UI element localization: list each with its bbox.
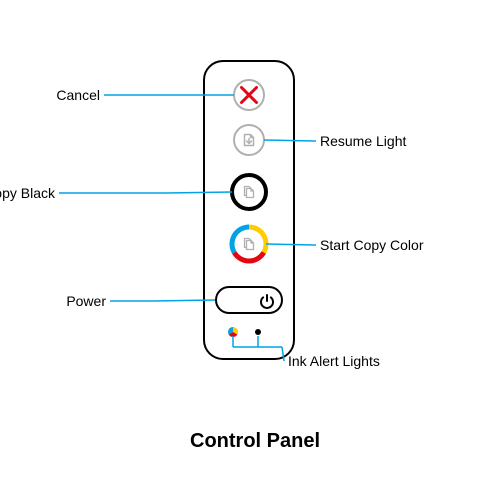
cancel-button[interactable] — [230, 76, 268, 114]
diagram-title: Control Panel — [190, 430, 320, 453]
ink-alert-lights-label: Ink Alert Lights — [288, 353, 380, 369]
cancel-label: Cancel — [56, 87, 100, 103]
resume-light-button[interactable] — [230, 121, 268, 159]
ink-alert-black-light — [255, 329, 261, 335]
start-copy-black-label: Start Copy Black — [0, 185, 55, 201]
start-copy-color-label: Start Copy Color — [320, 237, 423, 253]
power-button[interactable] — [215, 286, 283, 314]
ink-alert-color-light — [227, 326, 239, 338]
power-label: Power — [66, 293, 106, 309]
start-copy-color-button[interactable] — [226, 221, 272, 267]
power-icon — [257, 292, 277, 312]
start-copy-black-button[interactable] — [226, 169, 272, 215]
resume-light-label: Resume Light — [320, 133, 406, 149]
